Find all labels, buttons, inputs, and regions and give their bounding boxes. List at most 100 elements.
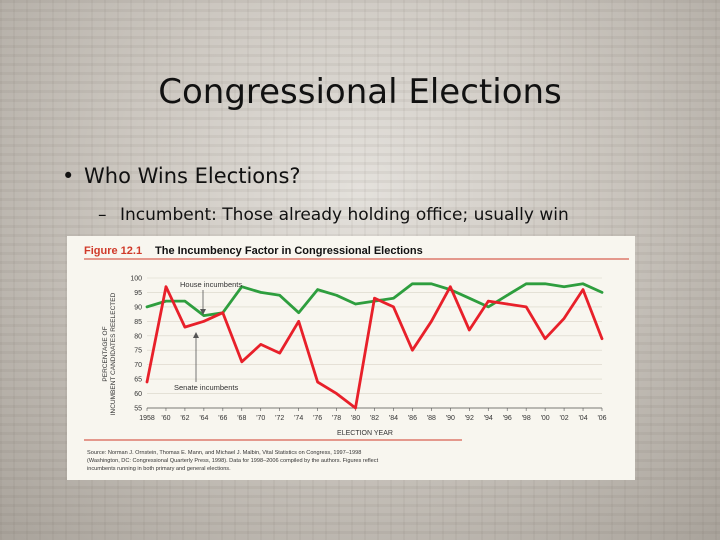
house-incumbents-label: House incumbents [180,280,242,289]
x-tick-label: '00 [541,415,550,422]
x-tick-label: '70 [256,415,265,422]
senate-data-point [259,343,262,346]
y-axis: 55 60 65 70 75 80 85 90 95 100 [130,276,142,413]
senate-data-point [562,317,566,320]
x-tick-label: '66 [218,415,227,422]
senate-data-point [487,299,490,303]
senate-data-point [524,305,528,309]
source-line-3: incumbents running in both primary and g… [87,466,231,472]
x-tick-label: '62 [180,415,189,422]
y-tick-label: 85 [134,319,142,326]
source-note: Source: Norman J. Ornstein, Thomas E. Ma… [87,450,379,472]
senate-data-point [354,406,357,410]
source-line-1: Source: Norman J. Ornstein, Thomas E. Ma… [87,450,361,456]
house-data-point [411,282,414,285]
y-tick-label: 90 [134,304,142,311]
x-tick-label: '92 [465,415,474,422]
senate-incumbents-label: Senate incumbents [174,383,238,392]
x-tick-label: '98 [522,415,531,422]
senate-data-point [543,337,547,340]
bullet-text: Who Wins Elections? [84,164,301,188]
house-data-point [278,294,281,297]
x-tick-label: '94 [484,415,493,422]
senate-data-point [297,320,300,323]
senate-data-point [202,320,206,323]
senate-data-point [506,302,509,306]
house-annotation-arrow [200,309,206,315]
house-data-point [316,288,319,291]
x-tick-label: '72 [275,415,284,422]
senate-data-point [335,392,338,395]
slide-title: Congressional Elections [158,72,562,112]
senate-data-point [449,285,452,288]
y-axis-label-line-2: INCUMBENT CANDIDATES REELECTED [110,292,117,415]
y-tick-label: 100 [130,276,142,283]
house-data-point [600,291,604,294]
house-data-point [506,294,509,297]
x-tick-label: '60 [161,415,170,422]
sub-bullet-text: Incumbent: Those already holding office;… [120,205,569,225]
senate-data-point [240,360,243,363]
senate-data-point [373,297,376,300]
house-data-point [259,291,262,294]
series-layer [145,282,604,410]
x-tick-label: '86 [408,415,417,422]
source-line-2: (Washington, DC: Congressional Quarterly… [87,458,379,464]
sub-bullet-marker: – [98,205,107,225]
x-tick-label: '04 [578,415,587,422]
house-data-point [145,305,149,309]
house-data-point [562,285,566,288]
x-tick-label: '64 [199,415,208,422]
senate-data-point [278,351,281,355]
senate-annotation-arrow [193,332,199,338]
y-tick-label: 55 [134,406,142,413]
bullet-point: • Who Wins Elections? [62,164,301,188]
senate-data-point [581,288,585,291]
x-tick-label: '74 [294,415,303,422]
senate-data-point [221,311,225,314]
senate-data-point [468,328,471,332]
y-axis-label: PERCENTAGE OF INCUMBENT CANDIDATES REELE… [102,292,117,415]
house-data-point [468,297,471,300]
x-tick-label: '80 [351,415,360,422]
senate-data-point [430,320,433,323]
x-tick-label: 1958 [139,415,155,422]
house-data-point [430,282,433,285]
figure-title: The Incumbency Factor in Congressional E… [155,245,423,257]
senate-annotation: Senate incumbents [174,332,238,392]
house-data-point [183,299,187,303]
house-data-point [392,297,395,300]
x-tick-label: '82 [370,415,379,422]
senate-data-point [392,305,395,309]
y-tick-label: 75 [134,348,142,355]
house-data-point [487,305,490,309]
x-tick-label: '96 [503,415,512,422]
x-tick-label: '02 [560,415,569,422]
bullet-marker: • [62,164,75,188]
y-tick-label: 60 [134,391,142,398]
x-tick-label: '68 [237,415,246,422]
incumbency-chart: Figure 12.1 The Incumbency Factor in Con… [84,245,629,472]
senate-data-point [316,380,319,384]
house-data-point [581,282,585,285]
x-tick-label: '90 [446,415,455,422]
senate-data-point [411,349,414,352]
x-tick-label: '76 [313,415,322,422]
figure-panel: Figure 12.1 The Incumbency Factor in Con… [67,236,635,480]
sub-bullet-point: – Incumbent: Those already holding office… [98,205,569,225]
senate-data-point [145,380,149,384]
senate-data-point [164,285,168,288]
x-axis-label: ELECTION YEAR [337,430,393,437]
house-data-point [164,299,168,303]
x-tick-label: '78 [332,415,341,422]
figure-number: Figure 12.1 [84,245,142,257]
senate-data-point [600,337,604,340]
house-data-point [335,294,338,297]
y-tick-label: 70 [134,362,142,369]
house-data-point [543,282,547,285]
y-tick-label: 80 [134,333,142,340]
house-annotation: House incumbents [180,280,242,315]
x-tick-label: '06 [597,415,606,422]
y-tick-label: 95 [134,290,142,297]
y-tick-label: 65 [134,377,142,384]
